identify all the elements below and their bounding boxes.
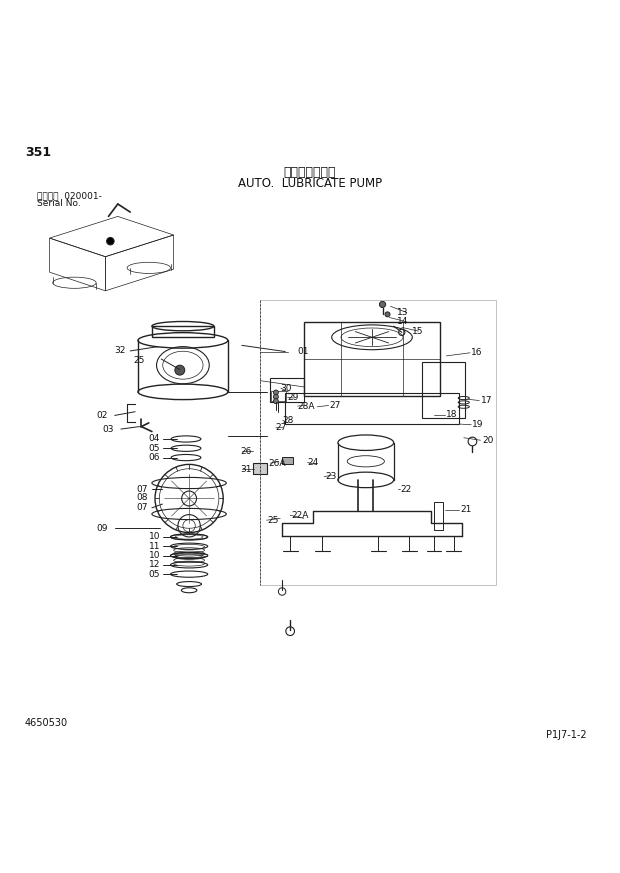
Text: 20: 20	[482, 436, 494, 444]
Text: 25: 25	[268, 516, 279, 525]
Bar	[260, 300, 496, 585]
Text: 04: 04	[149, 435, 160, 443]
Text: 30: 30	[280, 383, 292, 393]
Text: 06: 06	[149, 453, 161, 462]
Bar	[285, 393, 459, 424]
Circle shape	[273, 390, 278, 395]
Circle shape	[385, 312, 390, 317]
Text: 02: 02	[96, 411, 107, 420]
Text: 07: 07	[136, 504, 148, 512]
Text: 26: 26	[241, 447, 252, 456]
Circle shape	[107, 237, 114, 245]
Text: 16: 16	[471, 348, 483, 357]
Text: 13: 13	[397, 308, 409, 317]
Bar	[422, 362, 465, 418]
Text: 27: 27	[275, 423, 286, 432]
Text: 09: 09	[96, 524, 108, 533]
Bar	[253, 463, 267, 474]
Text: 31: 31	[241, 464, 252, 474]
Text: 22: 22	[400, 485, 411, 494]
Circle shape	[379, 301, 386, 307]
Text: 27: 27	[330, 401, 341, 410]
Text: 22A: 22A	[291, 511, 309, 519]
Text: 29: 29	[287, 393, 298, 402]
Text: 24: 24	[307, 458, 318, 467]
Text: 351: 351	[25, 146, 51, 159]
Text: 28A: 28A	[298, 402, 315, 410]
Bar	[152, 327, 214, 337]
Text: 01: 01	[298, 347, 309, 356]
Text: 適用号機  020001-: 適用号機 020001-	[37, 191, 102, 201]
Bar	[434, 502, 443, 530]
Text: 自動給脂ポンプ: 自動給脂ポンプ	[284, 167, 336, 180]
Circle shape	[273, 395, 278, 399]
Text: 4650530: 4650530	[25, 718, 68, 728]
Text: 07: 07	[136, 485, 148, 494]
Text: 05: 05	[149, 570, 161, 579]
Text: 23: 23	[326, 472, 337, 481]
Circle shape	[273, 399, 278, 403]
Text: 17: 17	[480, 396, 492, 405]
Text: 32: 32	[115, 347, 126, 355]
Text: 11: 11	[149, 542, 161, 551]
Text: 10: 10	[149, 533, 161, 541]
Text: 03: 03	[102, 424, 114, 434]
Text: 28: 28	[282, 416, 293, 425]
Text: 08: 08	[136, 492, 148, 502]
Bar	[282, 457, 293, 464]
Text: 25: 25	[133, 355, 144, 365]
Text: AUTO.  LUBRICATE PUMP: AUTO. LUBRICATE PUMP	[238, 177, 382, 190]
Text: 12: 12	[149, 560, 160, 569]
Text: 19: 19	[472, 420, 484, 430]
Text: 15: 15	[412, 327, 424, 335]
Bar	[271, 391, 286, 401]
Text: 05: 05	[149, 443, 161, 453]
Circle shape	[175, 365, 185, 375]
Bar	[270, 378, 304, 402]
Text: 21: 21	[460, 505, 471, 514]
Text: 10: 10	[149, 551, 161, 560]
Text: 14: 14	[397, 317, 408, 327]
Text: Serial No.: Serial No.	[37, 199, 81, 208]
Text: 18: 18	[446, 410, 458, 419]
Text: P1J7-1-2: P1J7-1-2	[546, 731, 587, 740]
Text: 26A: 26A	[268, 458, 286, 468]
Bar	[304, 322, 440, 396]
